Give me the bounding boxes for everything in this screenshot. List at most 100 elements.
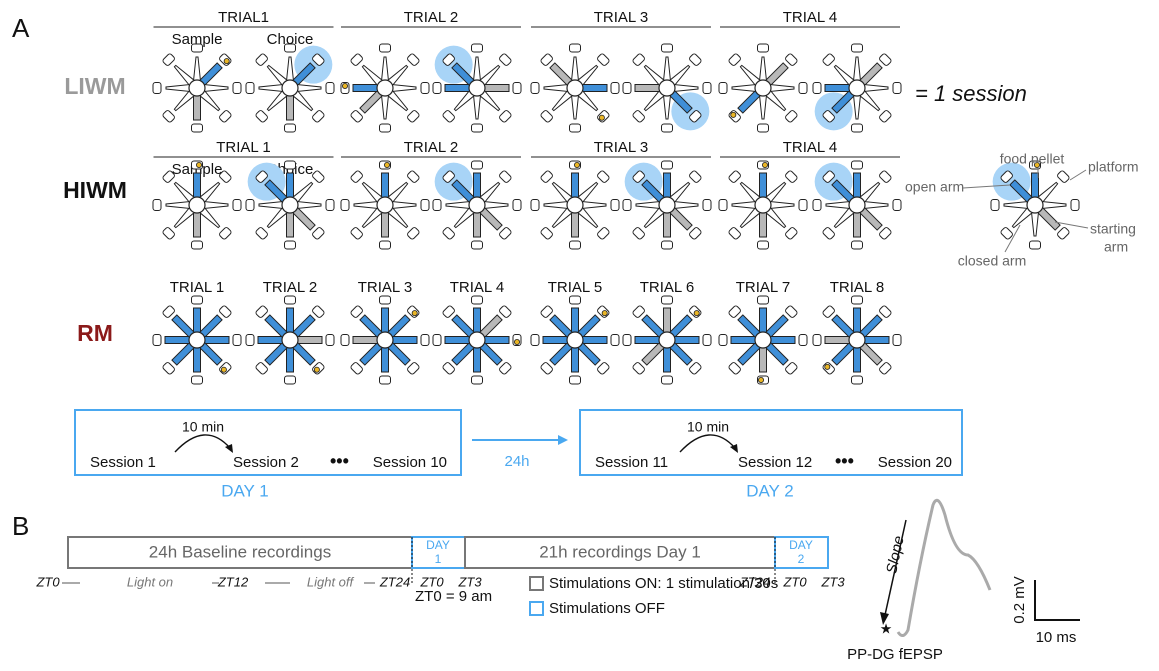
- arm-group: [291, 53, 325, 87]
- open-arm: [381, 307, 389, 334]
- trial-title: TRIAL 4: [783, 9, 837, 26]
- platform: [822, 110, 835, 123]
- session-label: Session 2: [233, 454, 299, 471]
- maze-center: [188, 79, 206, 97]
- day-box: [579, 409, 963, 476]
- platform: [689, 110, 702, 123]
- arm-group: [379, 43, 391, 82]
- starting-arm: [571, 211, 579, 238]
- arm-group: [668, 305, 702, 339]
- platform: [702, 199, 712, 211]
- open-arm: [571, 346, 579, 373]
- platform: [245, 82, 255, 94]
- arm-group: [198, 89, 232, 123]
- platform: [191, 43, 203, 53]
- radial-maze: [990, 160, 1080, 250]
- closed-arm: [380, 56, 390, 82]
- slope-arrow: [884, 519, 907, 616]
- closed-arm: [852, 56, 862, 82]
- arm-group: [822, 53, 856, 87]
- platform: [152, 334, 162, 346]
- trial-title: TRIAL 1: [170, 279, 224, 296]
- arm-group: [245, 334, 284, 346]
- arm-group: [483, 82, 522, 94]
- maze-center: [468, 331, 486, 349]
- zt-note: ZT0 = 9 am: [415, 588, 492, 605]
- food-pellet: [411, 310, 418, 317]
- open-arm: [1031, 172, 1039, 199]
- platform: [540, 53, 553, 66]
- platform: [499, 53, 512, 66]
- arm-group: [569, 295, 581, 334]
- closed-arm: [825, 200, 851, 210]
- food-pellet: [574, 162, 580, 169]
- closed-arm: [673, 83, 699, 93]
- platform: [622, 334, 632, 346]
- session-label: Session 11: [595, 454, 668, 471]
- arm-group: [296, 82, 335, 94]
- platform: [798, 82, 808, 94]
- open-arm: [391, 336, 418, 344]
- food-pellet: [220, 366, 227, 373]
- maze-center: [281, 196, 299, 214]
- maze-center: [658, 196, 676, 214]
- arm-group: [576, 305, 610, 339]
- arm-group: [442, 53, 476, 87]
- radial-maze: [340, 160, 430, 250]
- arm-group: [851, 211, 863, 250]
- radial-maze: [152, 295, 242, 385]
- platform: [569, 123, 581, 133]
- starting-arm: [853, 211, 861, 238]
- platform: [1057, 170, 1070, 183]
- platform: [728, 227, 741, 240]
- arm-group: [152, 334, 191, 346]
- arm-group: [203, 334, 242, 346]
- platform: [851, 160, 863, 170]
- food-pellet: [513, 339, 520, 345]
- arm-group: [632, 170, 666, 204]
- arm-group: [540, 341, 574, 375]
- arm-group: [530, 334, 569, 346]
- platform: [785, 110, 798, 123]
- arm-group: [483, 199, 522, 211]
- arm-group: [569, 211, 581, 250]
- arm-group: [350, 206, 384, 240]
- platform: [432, 199, 442, 211]
- platform: [284, 375, 296, 385]
- platform: [1057, 227, 1070, 240]
- platform: [540, 110, 553, 123]
- closed-arm: [731, 200, 757, 210]
- open-arm: [381, 172, 389, 199]
- arm-group: [668, 89, 702, 123]
- maze-center: [848, 331, 866, 349]
- closed-arm: [391, 200, 417, 210]
- open-arm: [730, 336, 757, 344]
- platform: [569, 375, 581, 385]
- panel-label: A: [12, 13, 30, 43]
- open-arm: [473, 346, 481, 373]
- platform: [340, 334, 350, 346]
- arm-group: [858, 53, 892, 87]
- arm-group: [162, 170, 196, 204]
- arm-group: [851, 160, 863, 199]
- phase-label: Sample: [172, 31, 223, 48]
- platform: [990, 199, 1000, 211]
- arm-group: [442, 89, 476, 123]
- maze-center: [281, 79, 299, 97]
- closed-arm: [258, 200, 284, 210]
- open-arm: [853, 172, 861, 199]
- platform: [255, 305, 268, 318]
- food-pellet: [762, 162, 768, 169]
- arm-group: [471, 94, 483, 133]
- gap-label: 24h: [504, 453, 529, 470]
- platform: [540, 305, 553, 318]
- arm-group: [581, 334, 620, 346]
- arm-group: [764, 53, 798, 87]
- open-arm: [853, 346, 861, 373]
- platform: [432, 334, 442, 346]
- platform: [471, 375, 483, 385]
- platform: [407, 53, 420, 66]
- arm-group: [386, 305, 420, 339]
- segment-label: DAY: [789, 538, 813, 552]
